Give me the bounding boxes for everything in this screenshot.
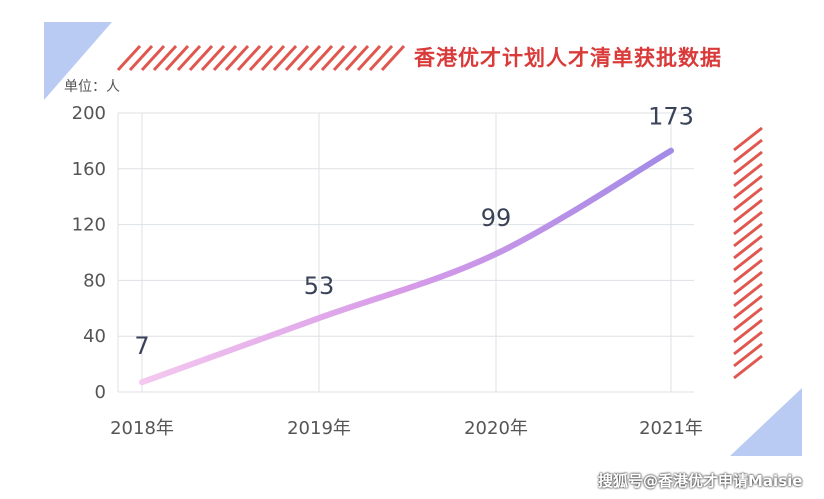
stripe: [733, 294, 763, 320]
y-tick-label: 160: [72, 159, 106, 180]
stripe: [733, 270, 763, 296]
stripe: [368, 44, 394, 72]
x-tick-label: 2018年: [110, 418, 174, 439]
decorative-stripes-top: [116, 44, 406, 72]
chart-title: 香港优才计划人才清单获批数据: [414, 46, 722, 70]
stripe: [272, 44, 298, 72]
y-tick-label: 120: [72, 215, 106, 236]
stripe: [116, 44, 142, 72]
stripe: [733, 330, 763, 356]
data-label: 173: [648, 103, 694, 131]
data-label: 53: [304, 272, 335, 300]
stripe: [380, 44, 406, 72]
y-tick-label: 80: [83, 270, 106, 291]
stripe: [236, 44, 262, 72]
stripe: [733, 222, 763, 248]
stripe: [128, 44, 154, 72]
x-tick-label: 2021年: [639, 418, 703, 439]
decorative-stripes-right: [733, 126, 763, 380]
stripe: [320, 44, 346, 72]
corner-triangle-top-left: [44, 22, 112, 100]
stripe: [733, 210, 763, 236]
stripe: [733, 150, 763, 176]
y-tick-label: 40: [83, 326, 106, 347]
stripe: [733, 282, 763, 308]
stripe: [733, 342, 763, 368]
stripe: [260, 44, 286, 72]
stripe: [733, 186, 763, 212]
stripe: [344, 44, 370, 72]
stripe: [212, 44, 238, 72]
stripe: [308, 44, 334, 72]
stripe: [733, 234, 763, 260]
y-tick-label: 200: [72, 103, 106, 124]
stripe: [164, 44, 190, 72]
corner-triangle-bottom-right: [730, 388, 802, 456]
y-axis-unit-label: 单位：人: [64, 79, 120, 95]
stripe: [284, 44, 310, 72]
stripe: [733, 198, 763, 224]
stripe: [188, 44, 214, 72]
stripe: [733, 306, 763, 332]
y-axis-ticks: 0 40 80 120 160 200: [72, 103, 106, 403]
stripe: [224, 44, 250, 72]
stripe: [176, 44, 202, 72]
stripe: [733, 354, 763, 380]
stripe: [733, 162, 763, 188]
data-label: 99: [481, 204, 512, 232]
x-axis-ticks: 2018年 2019年 2020年 2021年: [110, 418, 703, 439]
stripe: [356, 44, 382, 72]
stripe: [296, 44, 322, 72]
series-line: [139, 147, 674, 386]
stripe: [200, 44, 226, 72]
stripe: [140, 44, 166, 72]
stripe: [733, 258, 763, 284]
stripe: [733, 126, 763, 152]
y-tick-label: 0: [95, 382, 106, 403]
chart-grid: [117, 112, 694, 393]
stripe: [733, 246, 763, 272]
stripe: [248, 44, 274, 72]
x-tick-label: 2020年: [464, 418, 528, 439]
x-tick-label: 2019年: [287, 418, 351, 439]
data-labels: 7 53 99 173: [134, 103, 694, 361]
watermark-text: 搜狐号@香港优才申请Maisie: [598, 472, 803, 490]
stripe: [733, 174, 763, 200]
stripe: [733, 318, 763, 344]
data-label: 7: [134, 332, 149, 360]
stripe: [733, 138, 763, 164]
stripe: [152, 44, 178, 72]
stripe: [332, 44, 358, 72]
